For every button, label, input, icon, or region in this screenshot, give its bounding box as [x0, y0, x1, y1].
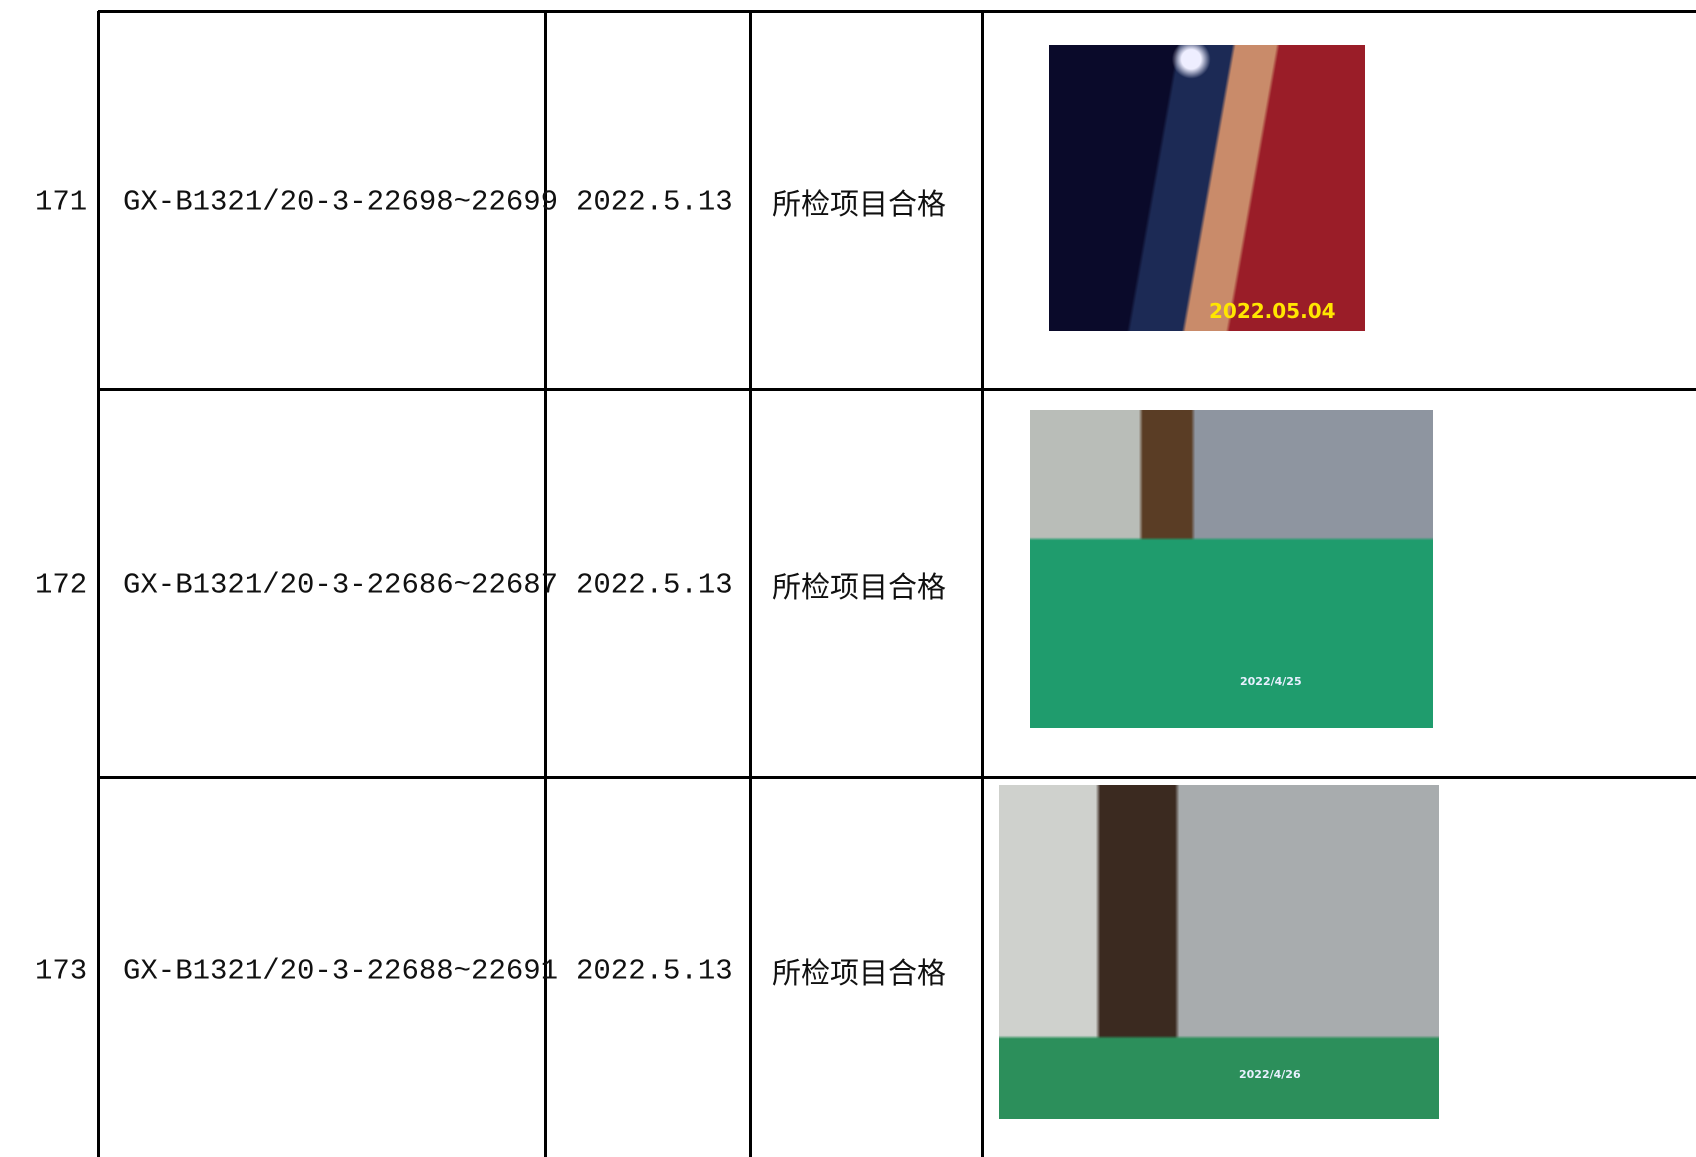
photo-date-stamp: 2022/4/26: [1239, 1068, 1301, 1081]
column-border: [97, 11, 100, 1157]
row-number: 173: [35, 954, 88, 988]
column-border: [544, 11, 547, 1157]
column-border: [981, 11, 984, 1157]
inspection-photo: 2022/4/25: [1030, 410, 1433, 728]
sample-code: GX-B1321/20-3-22688~22691: [123, 954, 559, 988]
test-result: 所检项目合格: [772, 187, 947, 221]
test-result: 所检项目合格: [772, 570, 947, 604]
test-date: 2022.5.13: [576, 568, 733, 602]
sample-code: GX-B1321/20-3-22698~22699: [123, 185, 559, 219]
photo-date-stamp: 2022/4/25: [1240, 675, 1302, 688]
column-border: [749, 11, 752, 1157]
inspection-photo: 2022/4/26: [999, 785, 1439, 1119]
row-border: [98, 776, 1696, 779]
photo-date-stamp: 2022.05.04: [1209, 299, 1336, 323]
inspection-photo: 2022.05.04: [1049, 45, 1365, 331]
test-date: 2022.5.13: [576, 954, 733, 988]
row-border: [98, 388, 1696, 391]
row-number: 171: [35, 185, 88, 219]
row-border: [98, 10, 1696, 13]
row-number: 172: [35, 568, 88, 602]
test-date: 2022.5.13: [576, 185, 733, 219]
sample-code: GX-B1321/20-3-22686~22687: [123, 568, 559, 602]
test-result: 所检项目合格: [772, 956, 947, 990]
